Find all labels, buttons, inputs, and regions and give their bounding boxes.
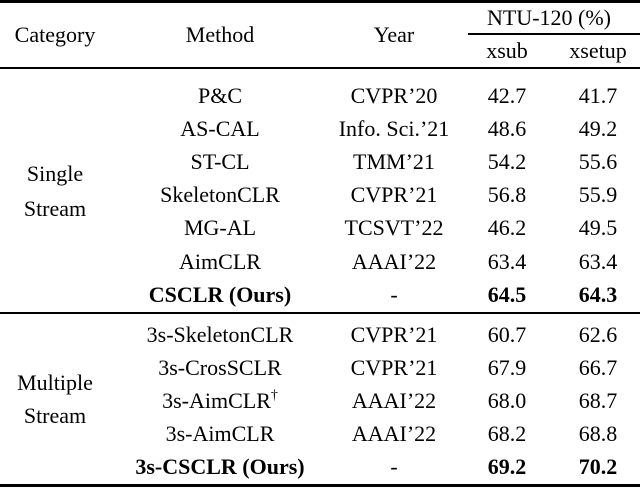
table-row: 3s-AimCLR AAAI’22 68.2 68.8 bbox=[0, 418, 640, 451]
table-row: P&C CVPR’20 42.7 41.7 bbox=[0, 79, 640, 112]
category-line: Single bbox=[26, 160, 84, 186]
method-cell: CSCLR (Ours) bbox=[110, 282, 330, 308]
xsetup-cell: 55.9 bbox=[578, 182, 618, 208]
xsub-cell: 60.7 bbox=[487, 321, 527, 347]
method-cell: 3s-AimCLR bbox=[110, 421, 330, 447]
method-cell: 3s-SkeletonCLR bbox=[110, 322, 330, 348]
table-row: ST-CL TMM’21 54.2 55.6 bbox=[0, 145, 640, 178]
method-name: P&C bbox=[197, 82, 243, 108]
top-rule bbox=[0, 0, 640, 3]
xsetup-cell: 70.2 bbox=[578, 454, 618, 480]
group-subheaders: xsub xsetup bbox=[458, 35, 640, 67]
group-header-ntu120: NTU-120 (%) bbox=[486, 5, 612, 30]
category-line: Multiple bbox=[17, 370, 93, 395]
section-multiple-stream: Multiple Stream 3s-SkeletonCLR CVPR’21 6… bbox=[0, 314, 640, 484]
xsetup-cell: 68.7 bbox=[578, 387, 618, 413]
table-row: 3s-SkeletonCLR CVPR’21 60.7 62.6 bbox=[0, 318, 640, 351]
method-name: CSCLR (Ours) bbox=[148, 281, 292, 307]
xsub-cell: 54.2 bbox=[487, 148, 527, 174]
xsetup-cell: 62.6 bbox=[578, 321, 618, 347]
xsub-cell: 69.2 bbox=[487, 454, 527, 480]
table-row-ours: CSCLR (Ours) - 64.5 64.3 bbox=[0, 278, 640, 311]
year-cell: AAAI’22 bbox=[351, 421, 437, 447]
xsub-cell: 56.8 bbox=[487, 182, 527, 208]
category-line: Stream bbox=[23, 403, 87, 428]
method-cell: P&C bbox=[110, 83, 330, 109]
col-header-xsub: xsub bbox=[486, 38, 528, 63]
table-row: 3s-CrosSCLR CVPR’21 67.9 66.7 bbox=[0, 351, 640, 384]
group-underline-rule bbox=[468, 33, 640, 35]
table-row: 3s-AimCLR† AAAI’22 68.0 68.7 bbox=[0, 384, 640, 417]
category-label-single-stream: Single Stream bbox=[0, 69, 110, 312]
year-cell: AAAI’22 bbox=[351, 387, 437, 413]
method-cell: ST-CL bbox=[110, 149, 330, 175]
method-name: 3s-AimCLR bbox=[165, 421, 275, 447]
method-cell: 3s-CrosSCLR bbox=[110, 355, 330, 381]
header-rule bbox=[0, 67, 640, 69]
method-name: 3s-CrosSCLR bbox=[158, 354, 282, 380]
method-cell: 3s-CSCLR (Ours) bbox=[110, 454, 330, 480]
year-cell: - bbox=[390, 454, 398, 480]
method-name: AimCLR bbox=[179, 248, 261, 274]
method-cell: AimCLR bbox=[110, 249, 330, 275]
xsetup-cell: 49.2 bbox=[578, 115, 618, 141]
col-header-year: Year bbox=[373, 22, 415, 47]
method-name: MG-AL bbox=[183, 215, 257, 241]
xsetup-cell: 55.6 bbox=[578, 148, 618, 174]
bottom-rule bbox=[0, 484, 640, 487]
xsetup-cell: 63.4 bbox=[578, 248, 618, 274]
year-cell: CVPR’21 bbox=[350, 321, 438, 347]
year-cell: AAAI’22 bbox=[351, 248, 437, 274]
section-single-stream: Single Stream P&C CVPR’20 42.7 41.7 AS-C… bbox=[0, 69, 640, 312]
method-name: 3s-AimCLR bbox=[162, 387, 271, 413]
xsub-cell: 68.0 bbox=[487, 387, 527, 413]
method-name: SkeletonCLR bbox=[160, 182, 280, 208]
xsub-cell: 63.4 bbox=[487, 248, 527, 274]
method-name: 3s-CSCLR (Ours) bbox=[135, 454, 305, 480]
year-cell: - bbox=[390, 281, 398, 307]
table-row: SkeletonCLR CVPR’21 56.8 55.9 bbox=[0, 179, 640, 212]
method-cell: AS-CAL bbox=[110, 116, 330, 142]
xsub-cell: 67.9 bbox=[487, 354, 527, 380]
xsub-cell: 46.2 bbox=[487, 215, 527, 241]
category-line: Stream bbox=[23, 195, 87, 221]
year-cell: CVPR’20 bbox=[350, 82, 438, 108]
xsetup-cell: 49.5 bbox=[578, 215, 618, 241]
col-header-category: Category bbox=[14, 22, 96, 47]
col-header-method: Method bbox=[185, 22, 255, 47]
year-cell: TMM’21 bbox=[353, 148, 435, 174]
xsub-cell: 68.2 bbox=[487, 421, 527, 447]
col-header-xsetup: xsetup bbox=[569, 38, 627, 63]
method-name: 3s-SkeletonCLR bbox=[146, 321, 294, 347]
year-cell: TCSVT’22 bbox=[344, 215, 444, 241]
method-name: ST-CL bbox=[190, 148, 250, 174]
method-name: AS-CAL bbox=[180, 115, 260, 141]
table-row: MG-AL TCSVT’22 46.2 49.5 bbox=[0, 212, 640, 245]
mid-rule bbox=[0, 312, 640, 314]
year-cell: CVPR’21 bbox=[350, 354, 438, 380]
method-cell: MG-AL bbox=[110, 215, 330, 241]
table-row: AS-CAL Info. Sci.’21 48.6 49.2 bbox=[0, 112, 640, 145]
table-row-ours: 3s-CSCLR (Ours) - 69.2 70.2 bbox=[0, 451, 640, 484]
col-group-ntu120: NTU-120 (%) xsub xsetup bbox=[458, 3, 640, 67]
xsub-cell: 64.5 bbox=[487, 281, 527, 307]
year-cell: Info. Sci.’21 bbox=[338, 115, 450, 141]
method-cell: 3s-AimCLR† bbox=[110, 388, 330, 414]
xsetup-cell: 68.8 bbox=[578, 421, 618, 447]
method-cell: SkeletonCLR bbox=[110, 182, 330, 208]
xsetup-cell: 64.3 bbox=[578, 281, 618, 307]
dagger-mark: † bbox=[270, 387, 278, 403]
year-cell: CVPR’21 bbox=[350, 182, 438, 208]
category-label-multiple-stream: Multiple Stream bbox=[0, 314, 110, 484]
xsub-cell: 48.6 bbox=[487, 115, 527, 141]
xsetup-cell: 41.7 bbox=[578, 82, 618, 108]
xsub-cell: 42.7 bbox=[487, 82, 527, 108]
table-row: AimCLR AAAI’22 63.4 63.4 bbox=[0, 245, 640, 278]
table-header: Category Method Year NTU-120 (%) xsub xs… bbox=[0, 3, 640, 67]
xsetup-cell: 66.7 bbox=[578, 354, 618, 380]
